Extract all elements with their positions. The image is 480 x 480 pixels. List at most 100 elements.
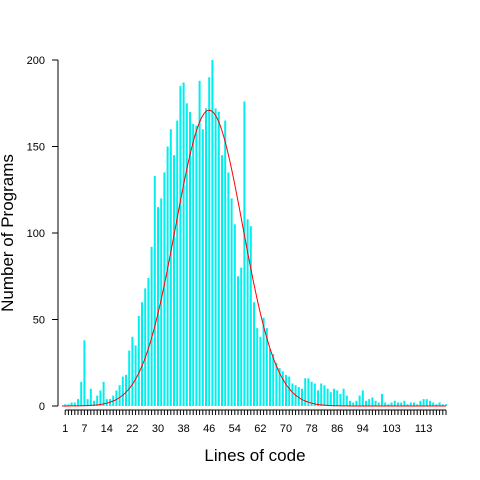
y-axis-ticks: 0 50 100 150 200 <box>27 55 58 413</box>
histogram-bar <box>67 404 70 406</box>
histogram-bar <box>262 317 265 406</box>
histogram-bar <box>275 362 278 407</box>
x-tick-label: 70 <box>280 423 292 435</box>
y-tick-label: 100 <box>27 228 45 240</box>
histogram-bar <box>384 402 387 406</box>
histogram-bar <box>240 267 243 406</box>
histogram-bar <box>409 402 412 406</box>
x-tick-label: 22 <box>126 423 138 435</box>
x-tick-label: 103 <box>382 423 400 435</box>
histogram-bar <box>169 129 172 406</box>
histogram-bar <box>147 278 150 406</box>
histogram-bar <box>419 400 422 406</box>
histogram-bar <box>368 399 371 406</box>
histogram-bar <box>393 400 396 406</box>
histogram-bar <box>157 207 159 406</box>
histogram-bar <box>131 336 134 406</box>
histogram-bar <box>400 402 403 406</box>
histogram-bar <box>336 390 339 406</box>
histogram-bar <box>342 388 345 406</box>
histogram-bar <box>361 390 364 406</box>
histogram-bar <box>291 383 294 406</box>
histogram-bar <box>259 336 262 406</box>
histogram-bar <box>272 354 275 406</box>
histogram-bar <box>105 399 108 406</box>
histogram-bar <box>80 381 83 406</box>
histogram-bar <box>387 404 390 406</box>
histogram-bar <box>176 120 179 406</box>
histogram-bar <box>64 404 67 406</box>
histogram-bar <box>137 316 140 406</box>
histogram-bar <box>189 111 191 407</box>
histogram-bar <box>243 101 246 406</box>
x-tick-label: 14 <box>101 423 113 435</box>
histogram-bar <box>192 124 195 406</box>
histogram-bar <box>115 390 118 406</box>
histogram-bar <box>198 80 201 407</box>
histogram-bar <box>281 371 284 406</box>
histogram-bar <box>121 376 124 406</box>
histogram-bar <box>381 393 383 406</box>
normal-curve <box>62 109 446 407</box>
x-tick-label: 78 <box>305 423 317 435</box>
histogram-bar <box>230 198 233 406</box>
x-tick-label: 7 <box>81 423 87 435</box>
x-tick-label: 54 <box>229 423 241 435</box>
histogram-bar <box>195 125 198 406</box>
y-tick-label: 50 <box>33 315 45 327</box>
histogram-bar <box>413 402 415 406</box>
histogram-bar <box>77 399 79 406</box>
histogram-bar <box>349 400 351 406</box>
histogram-bar <box>173 155 175 406</box>
histogram-bar <box>249 226 252 406</box>
histogram-bar <box>297 387 300 406</box>
histogram-bar <box>179 85 182 407</box>
histogram-bar <box>429 400 431 406</box>
histogram-bar <box>333 388 335 406</box>
histogram-bar <box>73 402 76 406</box>
histogram-bar <box>134 345 137 406</box>
histogram-bar <box>93 400 95 406</box>
y-tick-label: 0 <box>39 401 45 413</box>
histogram-bar <box>265 328 268 406</box>
histogram-bar <box>377 402 380 406</box>
histogram-bar <box>352 402 355 406</box>
histogram-bar <box>182 82 185 406</box>
histogram-bar <box>246 219 249 406</box>
histogram-bar <box>221 155 223 406</box>
histogram-bar <box>227 172 230 406</box>
histogram-bar <box>435 404 438 406</box>
histogram-bar <box>304 378 307 406</box>
histogram-bar <box>358 395 361 406</box>
y-tick-label: 150 <box>27 142 45 154</box>
x-tick-label: 30 <box>152 423 164 435</box>
histogram-bar <box>224 120 227 406</box>
histogram-bar <box>313 383 316 406</box>
histogram-bar <box>269 348 271 406</box>
histogram-bar <box>141 302 143 406</box>
x-tick-label: 46 <box>203 423 215 435</box>
histogram-bar <box>233 224 236 406</box>
histogram-bar <box>70 402 73 406</box>
x-tick-label: 62 <box>254 423 266 435</box>
histogram-bar <box>323 385 326 406</box>
x-axis-ticks: 1 7 14 22 30 38 46 54 62 70 78 86 94 103 113 <box>62 410 447 435</box>
histogram-bar <box>201 129 204 406</box>
histogram-bar <box>339 393 342 406</box>
histogram-bar <box>406 404 409 406</box>
histogram-bar <box>345 395 348 406</box>
histogram-bar <box>416 404 419 406</box>
histogram-bar <box>256 328 259 406</box>
histogram-bar <box>403 400 406 406</box>
histogram-bar <box>441 404 444 406</box>
histogram-bar <box>355 400 358 406</box>
histogram-bar <box>205 108 207 407</box>
histogram-bar <box>307 378 310 406</box>
histogram-bar <box>214 108 217 407</box>
histogram-bar <box>163 172 166 406</box>
histogram-bar <box>118 385 121 406</box>
histogram-bar <box>390 402 393 406</box>
y-tick-label: 200 <box>27 55 45 67</box>
histogram-bar <box>374 400 377 406</box>
